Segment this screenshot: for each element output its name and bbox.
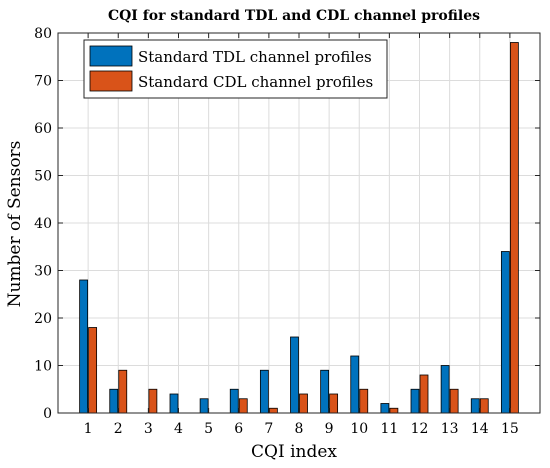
legend-box xyxy=(83,39,388,99)
x-tick-label: 8 xyxy=(295,421,304,437)
x-tick-label: 14 xyxy=(471,421,489,437)
y-tick-label: 30 xyxy=(34,264,52,280)
x-tick-label: 5 xyxy=(204,421,213,437)
bar-cdl-14 xyxy=(479,398,489,414)
x-tick-label: 12 xyxy=(411,421,429,437)
x-tick-label: 9 xyxy=(325,421,334,437)
x-tick-label: 4 xyxy=(174,421,183,437)
y-tick-label: 20 xyxy=(34,311,52,327)
x-tick-label: 15 xyxy=(501,421,519,437)
bar-tdl-15 xyxy=(500,251,510,414)
bar-cdl-7 xyxy=(268,407,278,414)
bar-cdl-2 xyxy=(118,369,128,414)
y-tick-label: 70 xyxy=(34,74,52,90)
y-tick-label: 40 xyxy=(34,216,52,232)
y-tick-label: 50 xyxy=(34,169,52,185)
bar-cdl-9 xyxy=(329,393,339,414)
bar-tdl-10 xyxy=(350,355,360,414)
bar-tdl-13 xyxy=(440,365,450,414)
bar-tdl-14 xyxy=(470,398,480,414)
legend-label-cdl: Standard CDL channel profiles xyxy=(138,73,373,91)
legend: Standard TDL channel profiles Standard C… xyxy=(83,39,388,99)
bar-cdl-13 xyxy=(449,388,459,414)
y-tick-label: 0 xyxy=(43,406,52,422)
y-axis-ticks: 0 10 20 30 40 50 60 70 80 xyxy=(34,26,540,422)
bar-tdl-1 xyxy=(79,279,89,414)
y-tick-label: 80 xyxy=(34,26,52,42)
bar-cdl-15 xyxy=(509,42,519,414)
bar-cdl-8 xyxy=(299,393,308,414)
bar-cdl-6 xyxy=(238,398,248,414)
bar-tdl-9 xyxy=(320,369,330,414)
bar-tdl-8 xyxy=(290,336,299,414)
chart-title: CQI for standard TDL and CDL channel pro… xyxy=(108,8,480,24)
x-tick-label: 11 xyxy=(380,421,398,437)
y-axis-label: Number of Sensors xyxy=(5,141,25,308)
bar-cdl-11 xyxy=(389,407,399,414)
bar-cdl-3 xyxy=(148,388,158,414)
legend-label-tdl: Standard TDL channel profiles xyxy=(138,48,372,66)
legend-swatch-cdl xyxy=(89,70,133,92)
x-tick-label: 2 xyxy=(114,421,123,437)
bar-tdl-6 xyxy=(229,388,239,414)
bar-tdl-2 xyxy=(109,388,119,414)
bar-tdl-5 xyxy=(199,398,209,414)
x-tick-label: 10 xyxy=(350,421,368,437)
x-axis-label: CQI index xyxy=(251,442,337,462)
bar-cdl-1 xyxy=(88,327,98,414)
bar-tdl-12 xyxy=(410,388,420,414)
y-tick-label: 10 xyxy=(34,359,52,375)
bar-tdl-4 xyxy=(169,393,179,414)
legend-swatch-tdl xyxy=(89,45,133,67)
y-tick-label: 60 xyxy=(34,121,52,137)
bar-tdl-7 xyxy=(259,369,269,414)
x-tick-label: 13 xyxy=(441,421,459,437)
x-tick-label: 3 xyxy=(144,421,153,437)
bar-tdl-11 xyxy=(380,403,390,414)
bar-cdl-12 xyxy=(419,374,429,414)
x-axis-ticks: 1 2 3 4 5 6 7 8 9 10 11 12 13 14 15 xyxy=(84,33,519,437)
bar-cdl-10 xyxy=(359,388,369,414)
x-tick-label: 7 xyxy=(264,421,273,437)
x-tick-label: 1 xyxy=(84,421,93,437)
x-tick-label: 6 xyxy=(234,421,243,437)
